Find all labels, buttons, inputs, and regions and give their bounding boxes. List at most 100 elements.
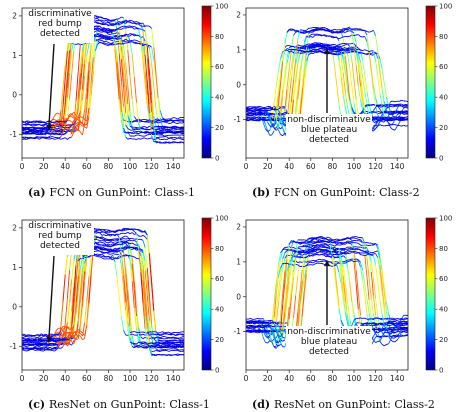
series-line — [101, 31, 105, 33]
series-line — [114, 229, 118, 232]
series-line — [317, 51, 320, 54]
series-line — [106, 234, 109, 237]
series-line — [164, 336, 167, 338]
series-line — [65, 126, 68, 129]
series-line — [297, 78, 301, 100]
series-line — [149, 45, 152, 48]
series-line — [32, 341, 36, 344]
series-line — [116, 38, 120, 40]
series-line — [377, 50, 381, 70]
series-line — [99, 33, 103, 36]
series-line — [149, 342, 152, 344]
series-line — [153, 47, 157, 73]
series-line — [308, 34, 312, 38]
series-line — [312, 42, 316, 44]
series-line — [168, 126, 172, 129]
series-line — [79, 274, 83, 298]
series-line — [303, 66, 307, 85]
series-line — [138, 341, 141, 344]
series-line — [56, 122, 59, 125]
series-line — [344, 73, 348, 90]
series-line — [36, 131, 40, 134]
series-line — [97, 236, 100, 239]
series-line — [120, 81, 124, 107]
series-line — [162, 134, 165, 137]
series-line — [138, 122, 142, 133]
series-line — [271, 118, 275, 121]
series-line — [308, 52, 312, 56]
series-line — [332, 45, 335, 48]
series-line — [120, 59, 124, 88]
series-line — [114, 23, 118, 26]
colorbar-tick-label: 20 — [439, 124, 448, 132]
series-line — [388, 124, 391, 126]
series-line — [177, 128, 180, 130]
series-line — [310, 27, 314, 29]
series-line — [144, 126, 148, 129]
series-line — [159, 126, 163, 129]
series-line — [108, 18, 111, 21]
series-line — [168, 350, 172, 352]
series-line — [277, 116, 282, 129]
series-line — [375, 124, 379, 127]
series-line — [301, 47, 305, 50]
series-line — [52, 135, 55, 138]
series-line — [175, 122, 178, 125]
series-line — [399, 117, 402, 119]
colorbar — [425, 5, 436, 159]
series-line — [293, 31, 297, 36]
series-line — [131, 281, 135, 308]
series-line — [75, 333, 79, 338]
series-line — [140, 263, 144, 281]
series-line — [144, 236, 148, 240]
series-line — [45, 136, 49, 139]
series-line — [151, 63, 155, 86]
series-line — [351, 31, 355, 34]
series-line — [138, 229, 142, 233]
series-line — [131, 333, 135, 336]
series-line — [60, 129, 64, 132]
series-line — [342, 38, 346, 57]
series-line — [39, 336, 42, 339]
series-line — [301, 69, 305, 89]
series-line — [108, 241, 111, 244]
series-line — [351, 85, 355, 104]
series-line — [60, 329, 64, 335]
series-line — [103, 247, 107, 250]
series-line — [140, 248, 144, 251]
series-line — [136, 341, 139, 345]
series-line — [82, 123, 86, 136]
series-line — [140, 39, 144, 61]
series-line — [144, 260, 148, 281]
series-line — [323, 34, 327, 36]
series-line — [84, 55, 88, 77]
series-line — [140, 252, 144, 270]
series-line — [125, 231, 129, 234]
series-line — [121, 42, 124, 45]
series-line — [310, 29, 314, 31]
series-line — [88, 88, 92, 109]
series-line — [312, 50, 316, 52]
series-line — [125, 62, 129, 87]
series-line — [312, 45, 316, 48]
series-line — [153, 333, 157, 336]
series-line — [97, 25, 100, 28]
series-line — [336, 37, 340, 40]
series-line — [360, 49, 363, 51]
series-line — [105, 32, 109, 35]
series-line — [110, 239, 113, 242]
series-line — [114, 48, 118, 74]
series-line — [129, 232, 133, 235]
annotation-text: non-discriminative — [287, 115, 371, 125]
series-line — [256, 116, 260, 119]
series-line — [271, 119, 275, 122]
series-line — [340, 29, 344, 32]
series-line — [349, 48, 352, 51]
series-line — [36, 132, 40, 135]
series-line — [41, 342, 44, 345]
series-line — [336, 84, 340, 104]
series-line — [248, 119, 251, 121]
series-line — [127, 132, 131, 134]
series-line — [166, 339, 170, 342]
series-line — [267, 122, 271, 127]
